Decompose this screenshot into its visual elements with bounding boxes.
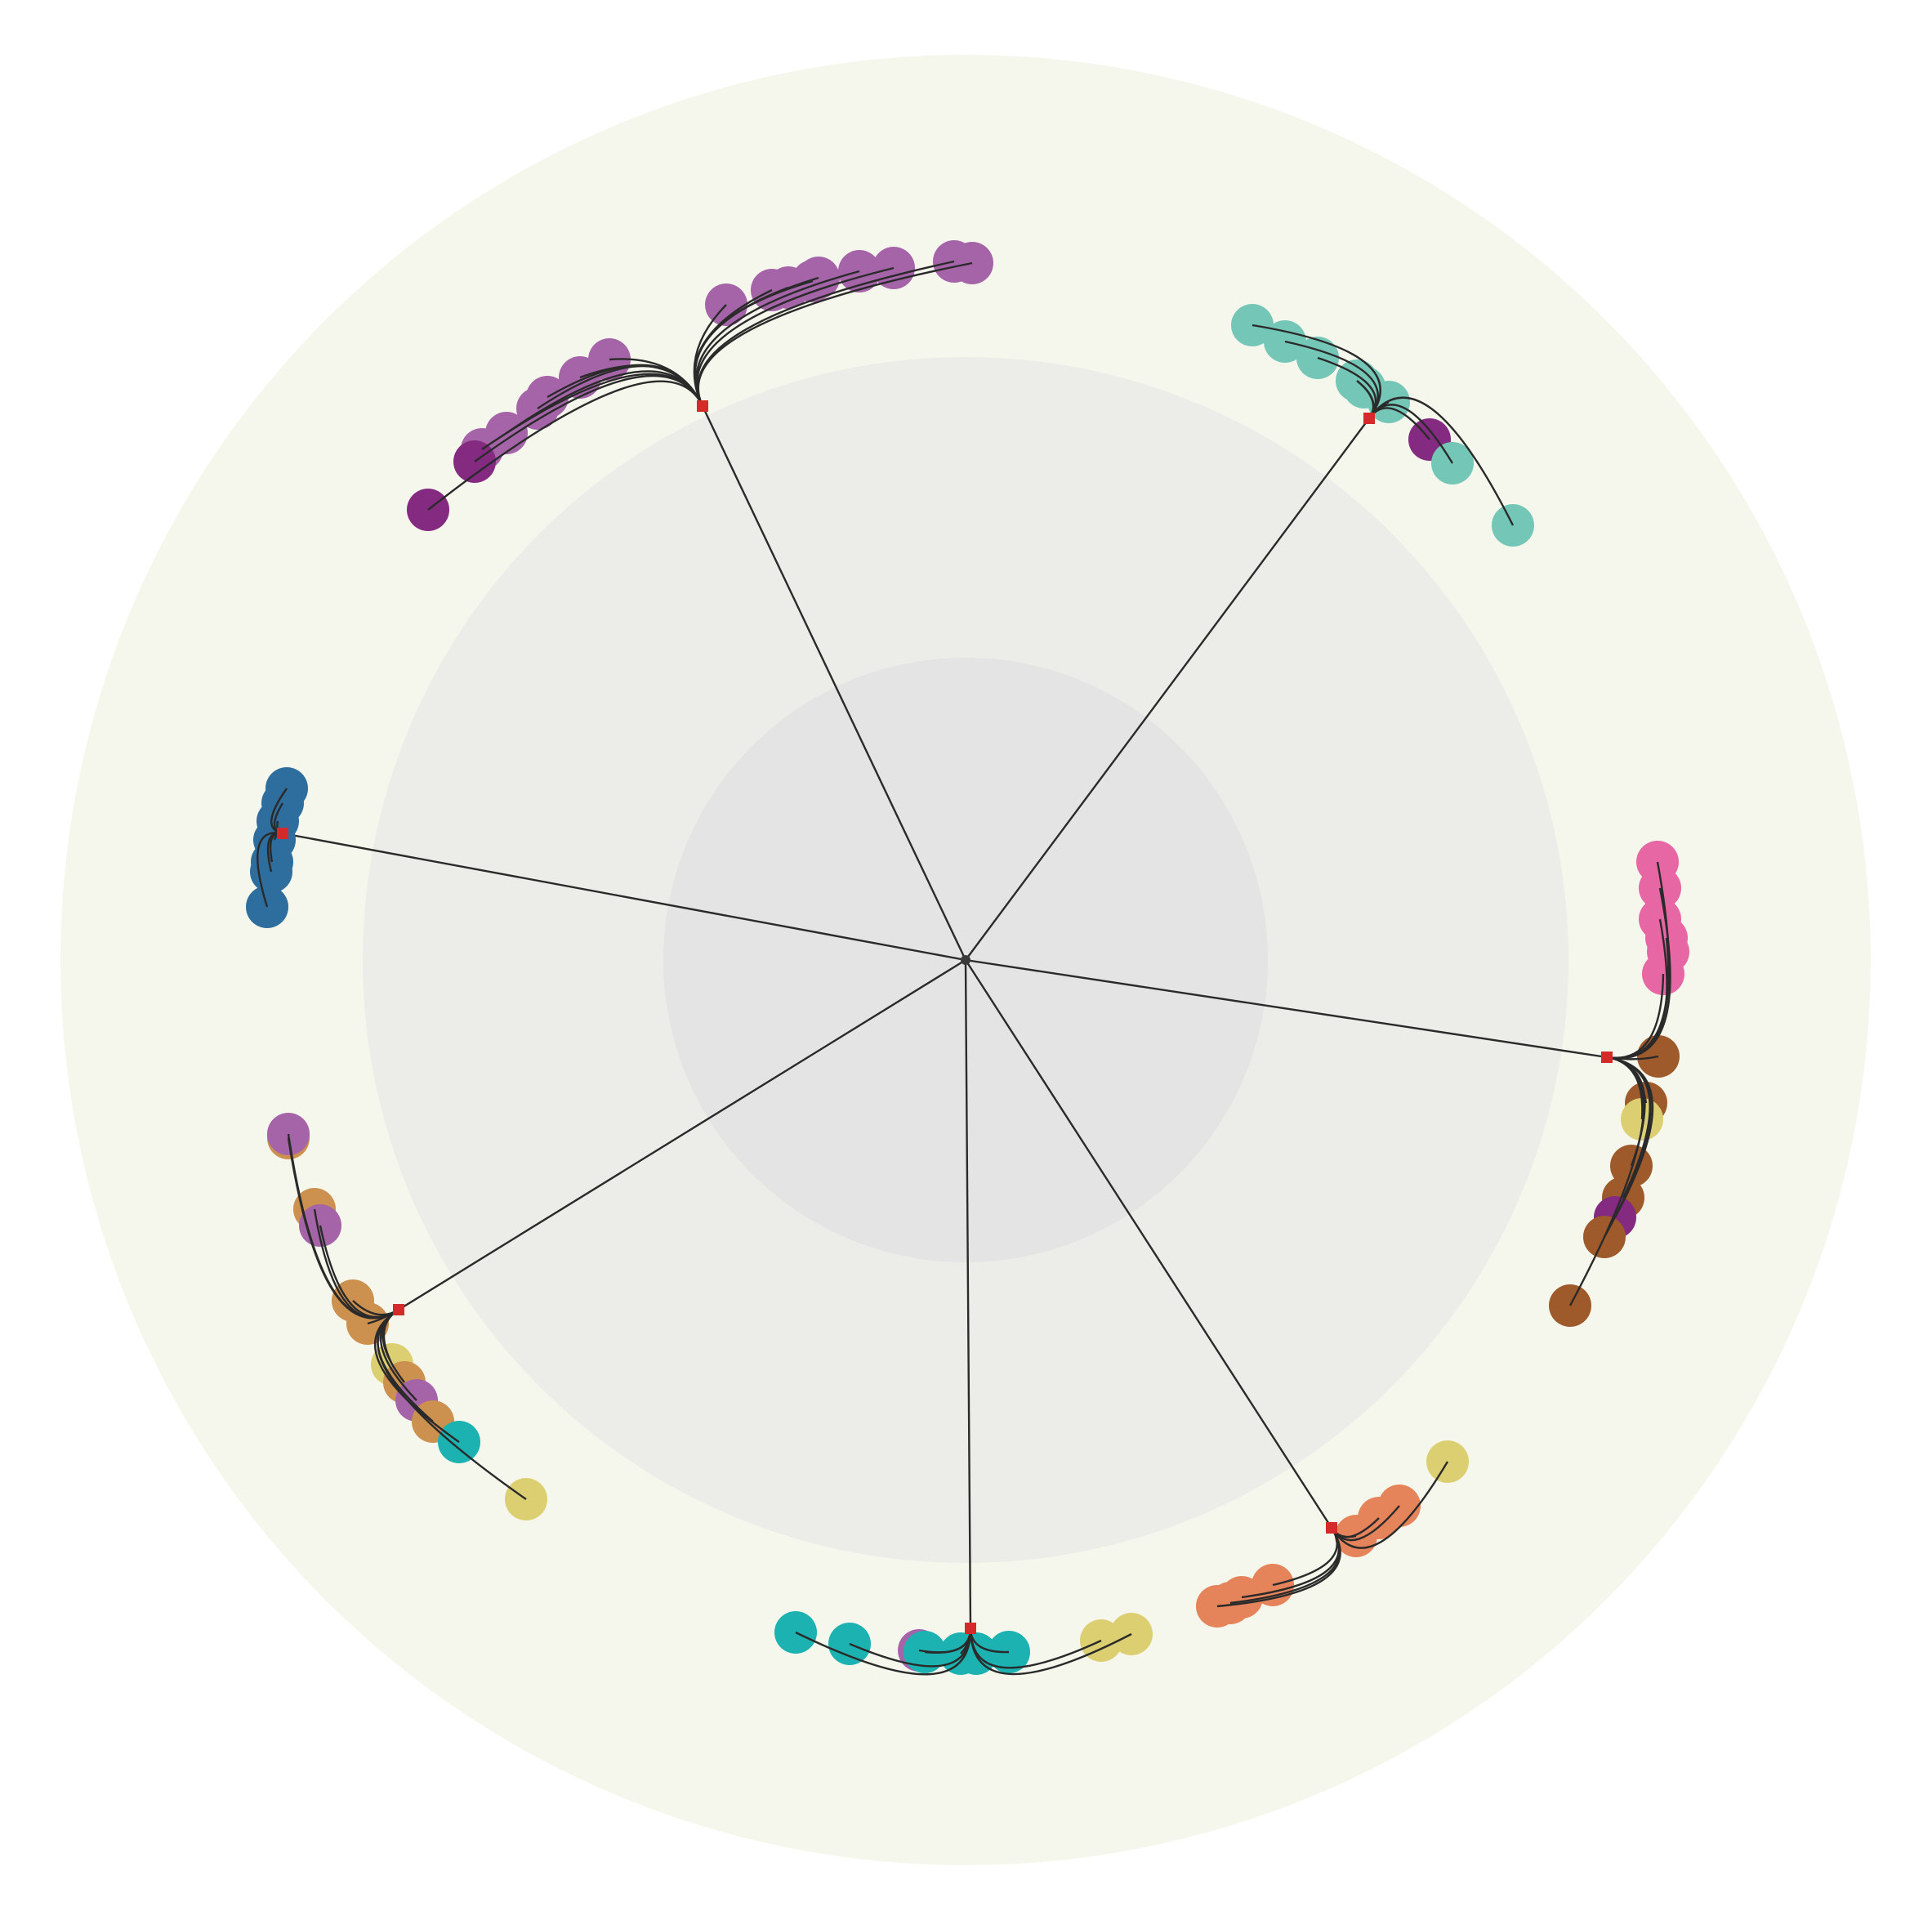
root-links	[282, 405, 1608, 1629]
root-link-cluster-right	[965, 958, 1608, 1059]
root-link-cluster-top	[701, 405, 967, 961]
root-link-cluster-bottom-right	[964, 959, 1333, 1529]
cluster-hub	[1326, 1522, 1337, 1534]
leaf-link	[697, 261, 973, 407]
leaf-link	[1603, 1056, 1652, 1238]
cluster-hubs	[277, 400, 1613, 1634]
leaf-link	[427, 380, 704, 511]
leaf-link	[1568, 1056, 1645, 1306]
leaf-link	[1330, 1461, 1449, 1549]
root-link-cluster-bottom	[964, 959, 972, 1629]
cluster-hub	[277, 828, 288, 839]
cluster-hub	[1363, 413, 1375, 424]
cluster-hub	[1601, 1052, 1613, 1063]
root-link-cluster-top-right	[965, 417, 1370, 961]
leaf-link	[377, 1308, 527, 1500]
leaf-link	[257, 832, 283, 908]
cluster-hub	[697, 400, 708, 412]
leaf-link	[1368, 396, 1515, 526]
cluster-hub	[965, 1623, 976, 1634]
root-link-cluster-left	[282, 832, 966, 962]
cluster-hub	[393, 1304, 404, 1315]
leaf-links	[257, 260, 1671, 1676]
leaf-link	[969, 1628, 1132, 1676]
root-link-cluster-bottom-left	[398, 958, 966, 1311]
leaf-link	[1216, 1527, 1341, 1608]
root-node	[961, 955, 970, 965]
